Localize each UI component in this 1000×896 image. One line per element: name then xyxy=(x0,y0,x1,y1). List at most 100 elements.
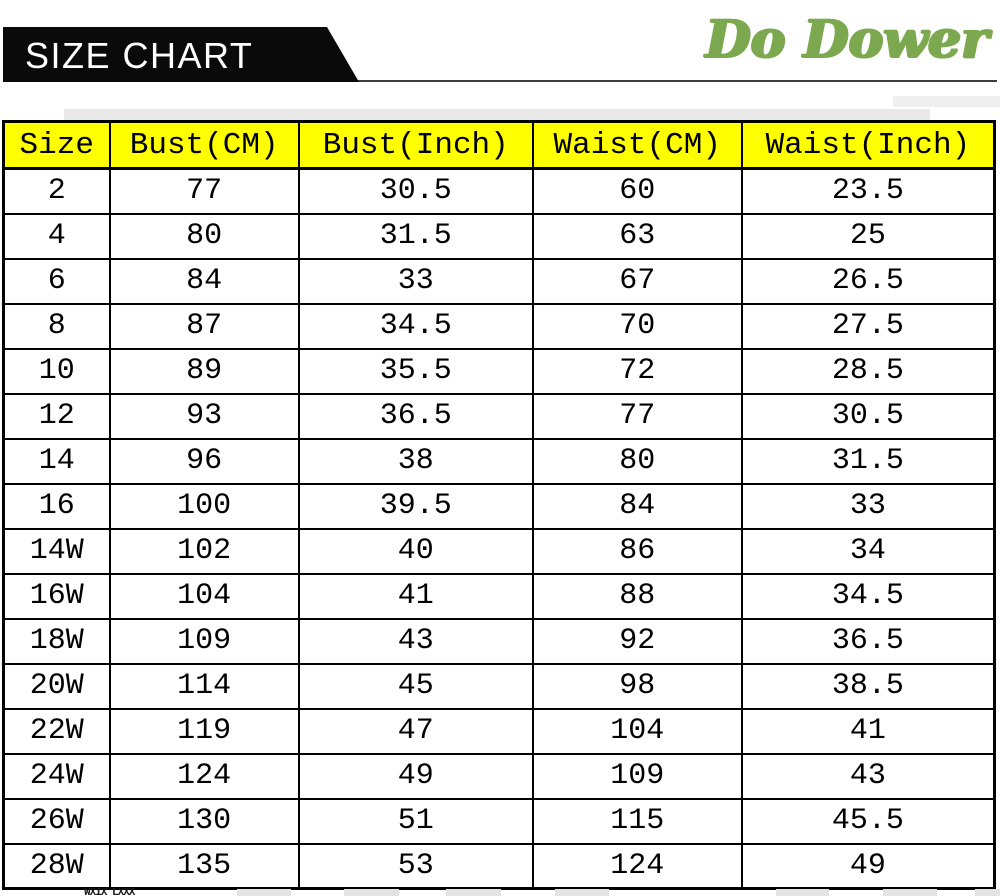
table-cell: 28.5 xyxy=(740,347,996,395)
table-cell: 45.5 xyxy=(740,797,996,845)
table-cell: 36.5 xyxy=(740,617,996,665)
cropped-text-fragment: WXIX LXXX xyxy=(84,888,135,896)
cropped-thumbnail-fragment xyxy=(237,889,291,896)
cropped-bottom-strip: WXIX LXXX xyxy=(0,888,1000,896)
table-cell: 77 xyxy=(108,167,300,215)
table-cell: 49 xyxy=(297,752,534,800)
table-row: 4 80 31.5 63 25 xyxy=(2,212,996,260)
table-cell: 87 xyxy=(108,302,300,350)
column-header: Size xyxy=(2,120,111,170)
table-cell: 114 xyxy=(108,662,300,710)
table-cell: 40 xyxy=(297,527,534,575)
table-cell: 70 xyxy=(531,302,743,350)
table-cell: 16W xyxy=(2,572,111,620)
table-header-row: Size Bust(CM) Bust(Inch) Waist(CM) Waist(Inc… xyxy=(2,120,996,170)
table-cell: 24W xyxy=(2,752,111,800)
table-cell: 102 xyxy=(108,527,300,575)
table-cell: 10 xyxy=(2,347,111,395)
table-cell: 93 xyxy=(108,392,300,440)
table-cell: 39.5 xyxy=(297,482,534,530)
table-cell: 22W xyxy=(2,707,111,755)
table-row: 20W 114 45 98 38.5 xyxy=(2,662,996,710)
table-cell: 30.5 xyxy=(740,392,996,440)
table-cell: 104 xyxy=(531,707,743,755)
table-cell: 33 xyxy=(740,482,996,530)
table-row: 22W 119 47 104 41 xyxy=(2,707,996,755)
table-cell: 119 xyxy=(108,707,300,755)
table-cell: 88 xyxy=(531,572,743,620)
table-cell: 92 xyxy=(531,617,743,665)
table-cell: 4 xyxy=(2,212,111,260)
table-cell: 84 xyxy=(531,482,743,530)
table-cell: 43 xyxy=(297,617,534,665)
column-header: Bust(CM) xyxy=(108,120,300,170)
cropped-thumbnail-fragment xyxy=(446,889,501,896)
table-row: 16 100 39.5 84 33 xyxy=(2,482,996,530)
size-table: Size Bust(CM) Bust(Inch) Waist(CM) Waist(Inc… xyxy=(2,120,996,890)
table-row: 8 87 34.5 70 27.5 xyxy=(2,302,996,350)
table-cell: 80 xyxy=(108,212,300,260)
table-cell: 12 xyxy=(2,392,111,440)
table-cell: 41 xyxy=(297,572,534,620)
table-cell: 8 xyxy=(2,302,111,350)
table-cell: 67 xyxy=(531,257,743,305)
table-cell: 98 xyxy=(531,662,743,710)
table-row: 26W 130 51 115 45.5 xyxy=(2,797,996,845)
table-cell: 6 xyxy=(2,257,111,305)
size-chart-banner-title: SIZE CHART xyxy=(25,35,254,76)
header-divider-line xyxy=(3,80,997,82)
table-cell: 34 xyxy=(740,527,996,575)
column-header: Waist(CM) xyxy=(531,120,743,170)
cropped-thumbnail-fragment xyxy=(776,889,829,896)
table-cell: 109 xyxy=(108,617,300,665)
table-cell: 30.5 xyxy=(297,167,534,215)
table-cell: 26W xyxy=(2,797,111,845)
table-row: 16W 104 41 88 34.5 xyxy=(2,572,996,620)
table-cell: 26.5 xyxy=(740,257,996,305)
table-cell: 41 xyxy=(740,707,996,755)
table-cell: 109 xyxy=(531,752,743,800)
table-cell: 63 xyxy=(531,212,743,260)
cropped-thumbnail-fragment xyxy=(883,889,937,896)
table-row: 24W 124 49 109 43 xyxy=(2,752,996,800)
table-cell: 72 xyxy=(531,347,743,395)
table-cell: 35.5 xyxy=(297,347,534,395)
table-cell: 28W xyxy=(2,842,111,890)
column-header: Bust(Inch) xyxy=(297,120,534,170)
table-row: 14W 102 40 86 34 xyxy=(2,527,996,575)
table-row: 6 84 33 67 26.5 xyxy=(2,257,996,305)
cropped-thumbnail-fragment xyxy=(975,889,1000,896)
table-cell: 14W xyxy=(2,527,111,575)
table-cell: 49 xyxy=(740,842,996,890)
size-chart-banner: SIZE CHART xyxy=(3,27,359,82)
table-cell: 43 xyxy=(740,752,996,800)
column-header: Waist(Inch) xyxy=(740,120,996,170)
table-cell: 27.5 xyxy=(740,302,996,350)
table-row: 10 89 35.5 72 28.5 xyxy=(2,347,996,395)
table-row: 14 96 38 80 31.5 xyxy=(2,437,996,485)
table-cell: 135 xyxy=(108,842,300,890)
table-cell: 47 xyxy=(297,707,534,755)
table-cell: 34.5 xyxy=(297,302,534,350)
table-cell: 36.5 xyxy=(297,392,534,440)
table-cell: 14 xyxy=(2,437,111,485)
table-cell: 80 xyxy=(531,437,743,485)
table-cell: 96 xyxy=(108,437,300,485)
scan-artifact-corner xyxy=(893,96,1000,107)
table-cell: 23.5 xyxy=(740,167,996,215)
table-cell: 25 xyxy=(740,212,996,260)
table-cell: 45 xyxy=(297,662,534,710)
table-cell: 84 xyxy=(108,257,300,305)
table-cell: 33 xyxy=(297,257,534,305)
table-cell: 89 xyxy=(108,347,300,395)
table-cell: 124 xyxy=(108,752,300,800)
table-cell: 20W xyxy=(2,662,111,710)
table-cell: 31.5 xyxy=(740,437,996,485)
table-body: 2 77 30.5 60 23.5 4 80 31.5 63 25 6 84 33 67 26.5 8 87 34… xyxy=(2,167,996,890)
table-cell: 124 xyxy=(531,842,743,890)
cropped-thumbnail-fragment xyxy=(344,889,399,896)
table-cell: 31.5 xyxy=(297,212,534,260)
cropped-thumbnail-fragment xyxy=(555,889,609,896)
table-row: 12 93 36.5 77 30.5 xyxy=(2,392,996,440)
